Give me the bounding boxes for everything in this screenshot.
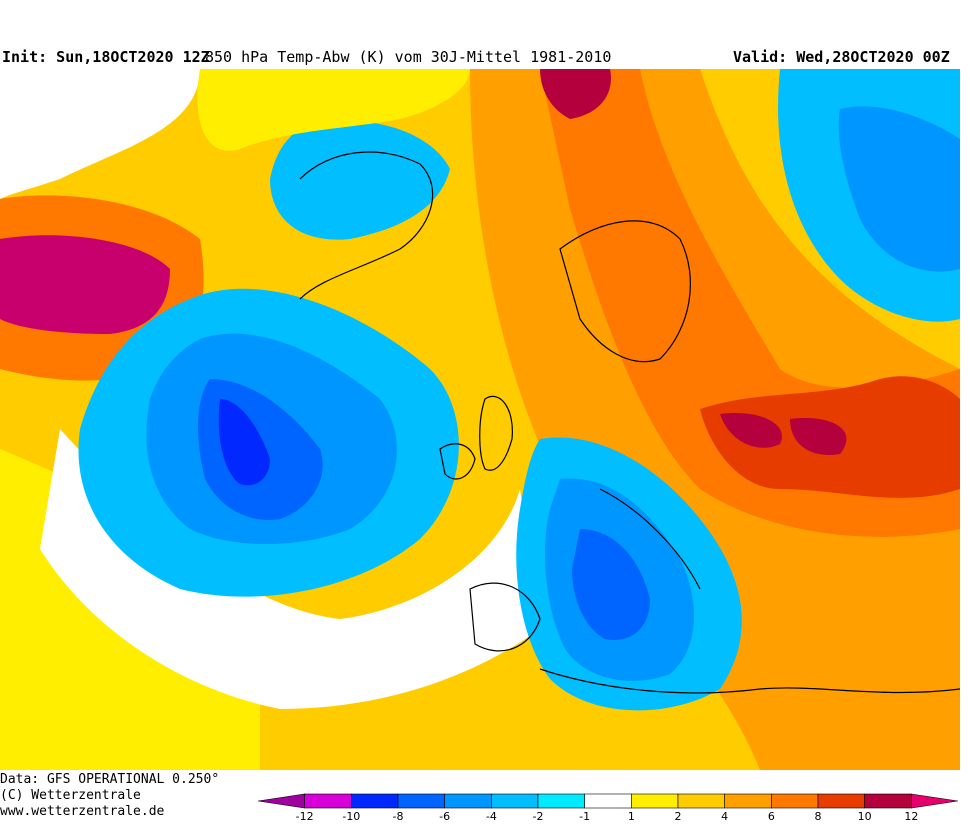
legend-tick-label: 6 [768, 810, 775, 823]
coldest-core-atlantic [218, 399, 270, 486]
legend-tick-label: -2 [533, 810, 544, 823]
extreme-warm-canada [0, 235, 170, 334]
legend-swatch [491, 793, 539, 809]
strong-cold-mediterranean [572, 529, 650, 640]
data-source-label: Data: GFS OPERATIONAL 0.250° [0, 772, 220, 787]
legend-swatch [631, 793, 679, 809]
legend-tick-label: 10 [858, 810, 872, 823]
data-footer: Data: GFS OPERATIONAL 0.250° (C) Wetterz… [0, 772, 219, 820]
map-title: 850 hPa Temp-Abw (K) vom 30J-Mittel 1981… [205, 48, 612, 66]
greenland-coast [299, 151, 434, 300]
north-africa-coast [539, 668, 960, 694]
legend-swatch [817, 793, 865, 809]
legend-tick-label: -4 [486, 810, 497, 823]
ireland-coast [439, 443, 476, 480]
legend-bar: -12 -10 -8 -6 -4 -2 -1 1 2 4 6 8 10 12 [257, 793, 959, 823]
legend-swatch [911, 793, 959, 809]
map-header: Init: Sun,18OCT2020 12Z 850 hPa Temp-Abw… [0, 0, 970, 70]
legend-tick-label: 8 [815, 810, 822, 823]
init-time-label: Init: Sun,18OCT2020 12Z [2, 48, 210, 66]
color-legend: -12 -10 -8 -6 -4 -2 -1 1 2 4 6 8 10 12 [257, 791, 959, 831]
legend-swatch [351, 793, 399, 809]
neutral-nw [0, 69, 200, 199]
legend-tick-label: 2 [675, 810, 682, 823]
legend-swatch [397, 793, 445, 809]
legend-tick-label: 4 [721, 810, 728, 823]
cold-anomaly-greenland [270, 121, 450, 240]
website-label: www.wetterzentrale.de [0, 804, 165, 819]
legend-tick-label: -8 [393, 810, 404, 823]
legend-swatch [304, 793, 352, 809]
very-hot-spot-north [540, 69, 611, 119]
neutral-band-atlantic [40, 429, 540, 709]
legend-swatch [864, 793, 912, 809]
legend-tick-label: -10 [342, 810, 360, 823]
legend-tick-label: -12 [296, 810, 314, 823]
legend-swatch [257, 793, 305, 809]
map-canvas [0, 69, 960, 770]
legend-swatch [584, 793, 632, 809]
copyright-label: (C) Wetterzentrale [0, 788, 141, 803]
legend-tick-label: -1 [579, 810, 590, 823]
legend-tick-label: -6 [439, 810, 450, 823]
scandinavia-coast [559, 220, 691, 363]
legend-swatch [444, 793, 492, 809]
legend-swatch [677, 793, 725, 809]
warm-band-arctic [197, 69, 471, 151]
legend-swatch [537, 793, 585, 809]
legend-tick-label: 12 [904, 810, 918, 823]
legend-swatch [724, 793, 772, 809]
coastlines [299, 151, 960, 694]
italy-coast [599, 488, 701, 590]
iberia-coast [469, 582, 541, 652]
legend-tick-label: 1 [628, 810, 635, 823]
valid-time-label: Valid: Wed,28OCT2020 00Z [733, 48, 950, 66]
temperature-anomaly-map [0, 69, 960, 770]
britain-coast [479, 395, 513, 471]
legend-swatch [771, 793, 819, 809]
cold-core-russia [838, 106, 960, 272]
very-hot-spot-2 [790, 418, 847, 455]
very-hot-spot-1 [720, 413, 782, 448]
